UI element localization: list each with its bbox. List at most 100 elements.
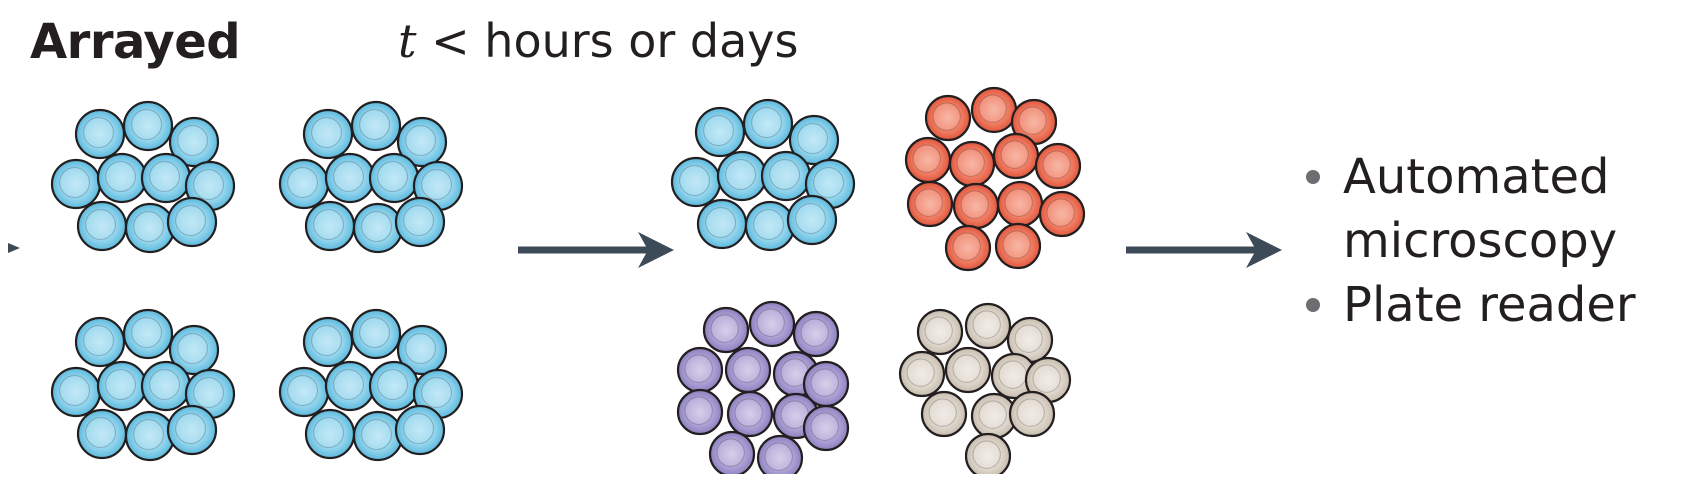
cell-icon [352, 410, 404, 462]
cell-icon [992, 132, 1040, 180]
cell-icon [50, 158, 102, 210]
cell-icon [708, 430, 756, 478]
cell-icon [1010, 98, 1058, 146]
cell-icon [990, 352, 1038, 400]
cell-icon [394, 196, 446, 248]
readout-text: Plate reader [1343, 277, 1636, 333]
cell-icon [350, 308, 402, 360]
arrow-tip-icon [8, 243, 20, 253]
cell-icon [792, 310, 840, 358]
cell-icon [166, 404, 218, 456]
cell-icon [788, 114, 840, 166]
cell-icon [412, 160, 464, 212]
time-variable: t [398, 14, 417, 68]
cell-icon [952, 182, 1000, 230]
cell-icon [278, 366, 330, 418]
cell-icon [166, 196, 218, 248]
cell-icon [964, 432, 1012, 478]
cell-icon [124, 410, 176, 462]
cell-icon [394, 404, 446, 456]
cell-icon [302, 316, 354, 368]
cell-icon [1008, 390, 1056, 438]
cell-icon [970, 86, 1018, 134]
cell-icon [756, 434, 804, 478]
cell-icon [716, 150, 768, 202]
cell-icon [396, 116, 448, 168]
cell-icon [676, 388, 724, 436]
cell-icon [970, 392, 1018, 440]
cell-icon [350, 100, 402, 152]
cell-icon [278, 158, 330, 210]
cell-icon [696, 198, 748, 250]
cell-icon [96, 152, 148, 204]
cell-icon [302, 108, 354, 160]
cell-cluster-beige [898, 302, 1072, 478]
cell-icon [96, 360, 148, 412]
cell-icon [920, 390, 968, 438]
cell-icon [724, 346, 772, 394]
cell-icon [396, 324, 448, 376]
cell-icon [74, 108, 126, 160]
cell-icon [76, 408, 128, 460]
readout-text: microscopy [1343, 213, 1618, 269]
cell-icon [802, 404, 850, 452]
cell-icon [944, 224, 992, 272]
cell-icon [168, 116, 220, 168]
cell-icon [996, 180, 1044, 228]
cell-icon [122, 100, 174, 152]
cell-icon [74, 316, 126, 368]
cell-icon [726, 390, 774, 438]
cell-icon [368, 152, 420, 204]
cell-cluster-blue-result [670, 98, 856, 252]
cell-icon [702, 306, 750, 354]
readout-item-microscopy-cont: microscopy [1300, 209, 1636, 273]
cell-cluster-red [904, 86, 1086, 272]
cell-icon [694, 106, 746, 158]
cell-icon [670, 156, 722, 208]
cell-icon [744, 200, 796, 252]
cell-icon [50, 366, 102, 418]
cell-icon [1034, 142, 1082, 190]
cell-icon [786, 194, 838, 246]
readout-item-plate-reader: Plate reader [1300, 273, 1636, 337]
cell-icon [304, 408, 356, 460]
cell-icon [140, 360, 192, 412]
cell-icon [352, 202, 404, 254]
cell-icon [140, 152, 192, 204]
readout-list: Automated microscopy Plate reader [1300, 145, 1636, 337]
cell-icon [948, 140, 996, 188]
cell-icon [76, 200, 128, 252]
diagram-title: Arrayed [30, 14, 241, 70]
cell-icon [906, 180, 954, 228]
cell-cluster-blue [50, 308, 236, 462]
readout-item-microscopy: Automated [1300, 145, 1636, 209]
cell-icon [994, 222, 1042, 270]
cell-cluster-blue [278, 100, 464, 254]
cell-cluster-blue [278, 308, 464, 462]
cell-icon [904, 136, 952, 184]
readout-text: Automated [1343, 149, 1610, 205]
cell-icon [898, 350, 946, 398]
cell-icon [748, 300, 796, 348]
cell-icon [944, 346, 992, 394]
cell-icon [124, 202, 176, 254]
cell-icon [916, 308, 964, 356]
cell-icon [184, 368, 236, 420]
cell-clusters [50, 86, 1086, 478]
cell-cluster-purple [676, 300, 850, 478]
cell-cluster-blue [50, 100, 236, 254]
cell-icon [742, 98, 794, 150]
cell-icon [122, 308, 174, 360]
cell-icon [964, 302, 1012, 350]
cell-icon [1024, 356, 1072, 404]
cell-icon [368, 360, 420, 412]
cell-icon [324, 360, 376, 412]
cell-icon [1038, 190, 1086, 238]
right-arrow-icon [518, 232, 674, 268]
cell-icon [304, 200, 356, 252]
cell-icon [924, 94, 972, 142]
arrows [8, 232, 1282, 268]
cell-icon [760, 150, 812, 202]
